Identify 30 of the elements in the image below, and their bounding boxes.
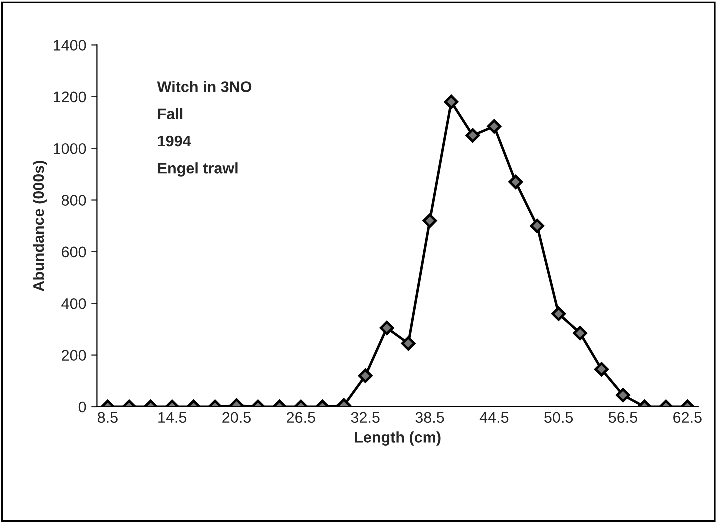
y-tick-label: 1000 (54, 143, 86, 154)
x-tick-label: 32.5 (351, 412, 380, 424)
point (466, 128, 480, 143)
y-tick-label: 0 (78, 402, 86, 413)
annotation: 1994 (158, 136, 192, 147)
y-tick-label: 800 (62, 195, 86, 206)
point (487, 119, 502, 134)
y-tick-label: 600 (62, 246, 86, 258)
point (444, 94, 459, 110)
point (508, 175, 524, 190)
x-tick-label: 26.5 (287, 412, 316, 424)
y-tick-label: 1200 (54, 92, 86, 103)
point (422, 214, 438, 228)
x-axis-title: Length (cm) (355, 432, 441, 446)
y-axis-title: Abundance (000s) (33, 161, 48, 292)
y-tick-label: 200 (62, 350, 86, 361)
annotation: Witch in 3NO (157, 81, 252, 92)
annotation: Engel trawl (158, 162, 238, 177)
x-tick-label: 20.5 (222, 412, 251, 424)
x-tick-label: 62.5 (674, 412, 702, 424)
x-tick-label: 50.5 (544, 412, 574, 424)
y-tick-label: 1400 (54, 40, 86, 51)
x-tick-label: 56.5 (608, 412, 638, 424)
annotation: Fall (158, 108, 183, 120)
x-tick-label: 14.5 (158, 412, 187, 424)
x-tick-label: 38.5 (416, 412, 444, 424)
x-tick-label: 8.5 (98, 412, 118, 424)
x-tick-label: 44.5 (480, 412, 509, 424)
y-tick-label: 400 (62, 298, 86, 310)
point (530, 218, 545, 234)
